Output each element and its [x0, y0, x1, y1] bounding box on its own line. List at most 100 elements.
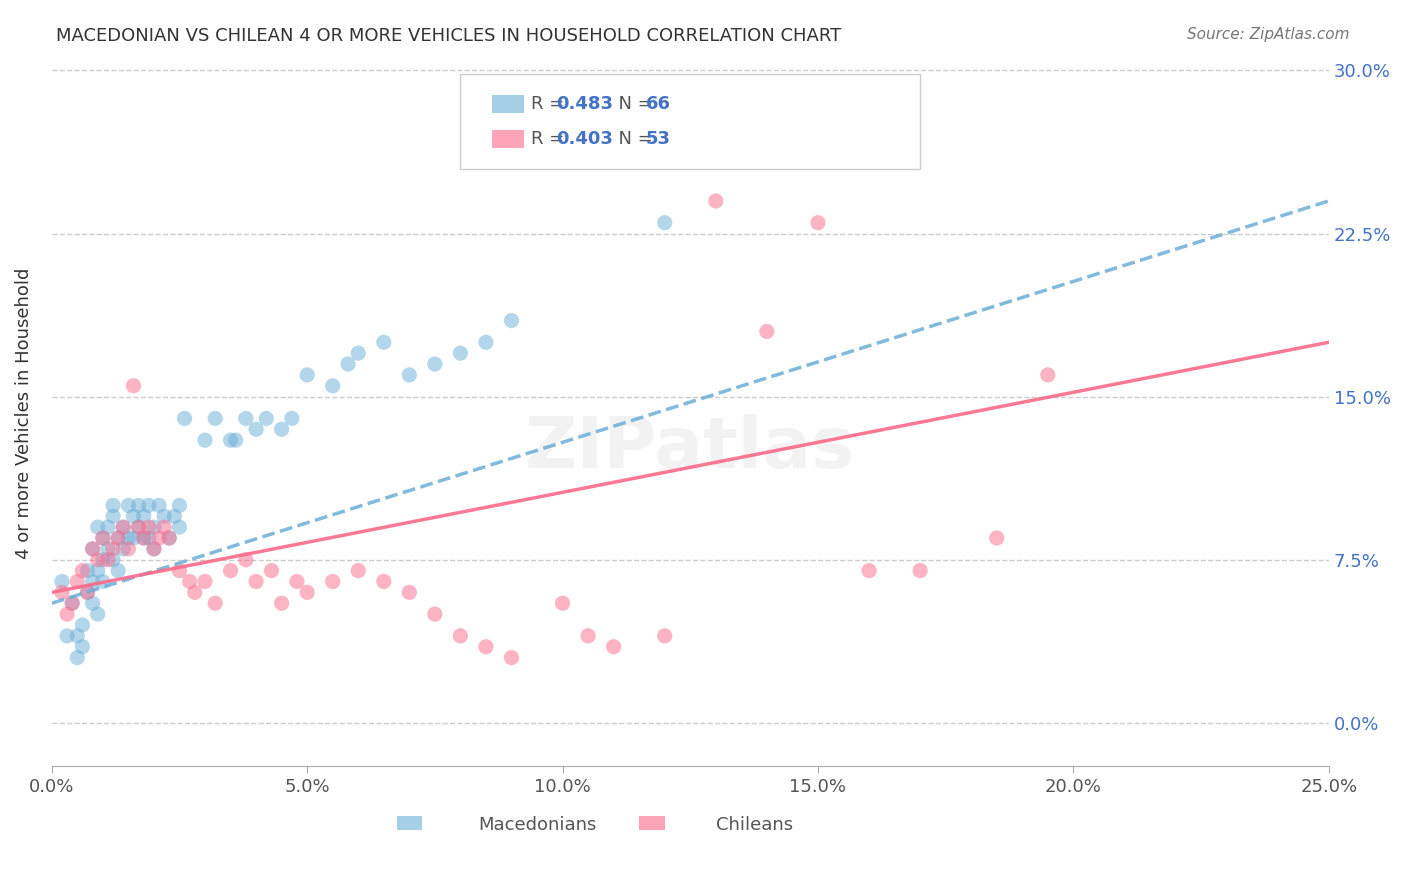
Point	[337, 357, 360, 371]
Point	[373, 335, 395, 350]
Point	[91, 553, 114, 567]
Point	[194, 574, 217, 589]
Text: N =: N =	[607, 130, 659, 148]
Point	[347, 564, 370, 578]
Text: ZIPatlas: ZIPatlas	[526, 414, 855, 483]
Point	[138, 531, 160, 545]
Text: 0.403: 0.403	[557, 130, 613, 148]
Point	[908, 564, 931, 578]
Point	[138, 499, 160, 513]
Point	[169, 564, 191, 578]
Point	[128, 520, 150, 534]
Point	[169, 499, 191, 513]
Point	[82, 596, 104, 610]
Point	[322, 378, 344, 392]
Point	[66, 574, 89, 589]
Point	[72, 564, 94, 578]
Bar	[492, 95, 524, 112]
Point	[654, 629, 676, 643]
Text: MACEDONIAN VS CHILEAN 4 OR MORE VEHICLES IN HOUSEHOLD CORRELATION CHART: MACEDONIAN VS CHILEAN 4 OR MORE VEHICLES…	[56, 27, 841, 45]
Point	[112, 541, 135, 556]
Point	[157, 531, 180, 545]
Point	[245, 422, 267, 436]
Point	[704, 194, 727, 208]
Point	[204, 411, 226, 425]
Point	[157, 531, 180, 545]
Point	[87, 564, 110, 578]
Point	[254, 411, 277, 425]
Point	[142, 541, 165, 556]
Point	[755, 325, 778, 339]
Text: 0.483: 0.483	[557, 95, 613, 113]
Point	[91, 531, 114, 545]
Point	[449, 629, 471, 643]
Point	[117, 541, 139, 556]
Point	[551, 596, 574, 610]
Point	[373, 574, 395, 589]
Point	[122, 378, 145, 392]
Point	[132, 531, 155, 545]
Point	[245, 574, 267, 589]
Point	[153, 509, 176, 524]
Point	[501, 313, 523, 327]
Bar	[492, 130, 524, 148]
Point	[101, 541, 124, 556]
Point	[184, 585, 207, 599]
Point	[142, 520, 165, 534]
Point	[398, 585, 420, 599]
Y-axis label: 4 or more Vehicles in Household: 4 or more Vehicles in Household	[15, 268, 32, 558]
Point	[219, 564, 242, 578]
Point	[51, 585, 73, 599]
Point	[398, 368, 420, 382]
Point	[76, 585, 98, 599]
Point	[107, 564, 129, 578]
Point	[101, 499, 124, 513]
Point	[142, 541, 165, 556]
Point	[169, 520, 191, 534]
Text: 53: 53	[645, 130, 671, 148]
Point	[148, 531, 170, 545]
Point	[76, 564, 98, 578]
Point	[132, 531, 155, 545]
Point	[322, 574, 344, 589]
Point	[576, 629, 599, 643]
Point	[281, 411, 304, 425]
Point	[60, 596, 83, 610]
Point	[97, 520, 120, 534]
FancyBboxPatch shape	[460, 74, 920, 169]
Point	[423, 357, 446, 371]
Point	[122, 531, 145, 545]
Text: Chileans: Chileans	[716, 816, 793, 834]
Point	[295, 585, 318, 599]
Point	[112, 520, 135, 534]
Point	[76, 585, 98, 599]
Point	[82, 541, 104, 556]
Point	[501, 650, 523, 665]
Point	[122, 509, 145, 524]
Point	[153, 520, 176, 534]
Point	[475, 640, 498, 654]
Point	[101, 553, 124, 567]
Point	[219, 433, 242, 447]
Point	[128, 520, 150, 534]
Point	[194, 433, 217, 447]
Point	[66, 629, 89, 643]
Point	[449, 346, 471, 360]
Text: Macedonians: Macedonians	[478, 816, 596, 834]
Point	[82, 541, 104, 556]
Point	[97, 553, 120, 567]
Point	[235, 411, 257, 425]
Point	[87, 607, 110, 621]
Point	[235, 553, 257, 567]
Point	[475, 335, 498, 350]
Point	[602, 640, 624, 654]
Point	[112, 520, 135, 534]
Point	[82, 574, 104, 589]
Point	[225, 433, 247, 447]
Point	[138, 520, 160, 534]
Text: N =: N =	[607, 95, 659, 113]
Point	[260, 564, 283, 578]
Point	[347, 346, 370, 360]
Point	[807, 216, 830, 230]
Point	[107, 531, 129, 545]
